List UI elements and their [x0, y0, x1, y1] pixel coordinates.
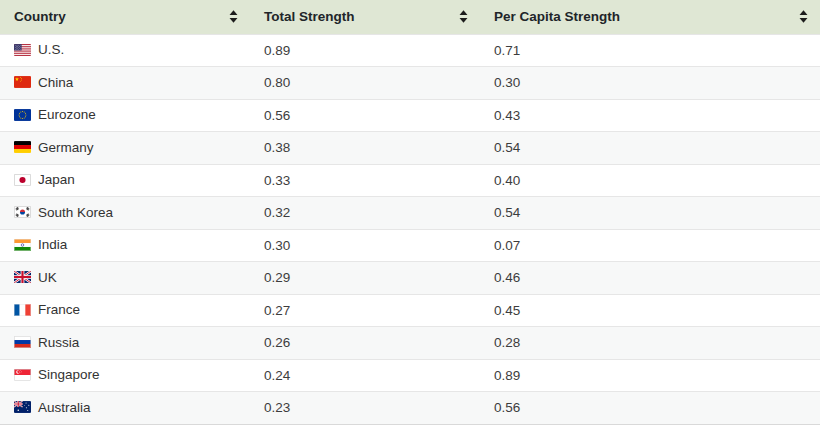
table-row: U.S. 0.890.71 [0, 34, 820, 67]
per-capita-strength-value: 0.71 [480, 34, 820, 67]
country-name: U.S. [38, 42, 64, 57]
gb-flag-icon [14, 271, 31, 283]
per-capita-strength-value: 0.54 [480, 132, 820, 165]
kr-flag-icon [14, 206, 31, 218]
column-label-country: Country [14, 9, 66, 24]
table-row: UK 0.290.46 [0, 262, 820, 295]
per-capita-strength-value: 0.30 [480, 67, 820, 100]
total-strength-value: 0.29 [250, 262, 480, 295]
total-strength-value: 0.80 [250, 67, 480, 100]
country-cell: Japan [0, 164, 250, 197]
au-flag-icon [14, 401, 31, 413]
total-strength-value: 0.26 [250, 327, 480, 360]
table-header-row: Country Total Strength Per Capita Streng… [0, 0, 820, 34]
us-flag-icon [14, 44, 31, 56]
country-name: Singapore [38, 367, 100, 382]
sort-both-icon[interactable] [799, 10, 808, 23]
column-header-total-strength[interactable]: Total Strength [250, 0, 480, 34]
country-cell: South Korea [0, 197, 250, 230]
per-capita-strength-value: 0.43 [480, 99, 820, 132]
jp-flag-icon [14, 174, 31, 186]
per-capita-strength-value: 0.89 [480, 359, 820, 392]
table-row: South Korea 0.320.54 [0, 197, 820, 230]
column-label-per-capita-strength: Per Capita Strength [494, 9, 620, 24]
country-name: Germany [38, 140, 94, 155]
country-name: UK [38, 270, 57, 285]
table-body: U.S.0.890.71China0.800.30Eurozone0.560.4… [0, 34, 820, 424]
total-strength-value: 0.89 [250, 34, 480, 67]
per-capita-strength-value: 0.56 [480, 392, 820, 425]
country-name: Japan [38, 172, 75, 187]
country-cell: India [0, 229, 250, 262]
table-row: Japan 0.330.40 [0, 164, 820, 197]
de-flag-icon [14, 141, 31, 153]
total-strength-value: 0.24 [250, 359, 480, 392]
fr-flag-icon [14, 304, 31, 316]
country-name: France [38, 302, 80, 317]
per-capita-strength-value: 0.45 [480, 294, 820, 327]
table-row: Singapore 0.240.89 [0, 359, 820, 392]
total-strength-value: 0.23 [250, 392, 480, 425]
country-name: South Korea [38, 205, 113, 220]
country-cell: Singapore [0, 359, 250, 392]
per-capita-strength-value: 0.46 [480, 262, 820, 295]
column-header-per-capita-strength[interactable]: Per Capita Strength [480, 0, 820, 34]
table-row: India 0.300.07 [0, 229, 820, 262]
country-strength-table: Country Total Strength Per Capita Streng… [0, 0, 820, 425]
country-name: Eurozone [38, 107, 96, 122]
country-name: Australia [38, 400, 91, 415]
table-row: Russia 0.260.28 [0, 327, 820, 360]
sg-flag-icon [14, 369, 31, 381]
table-row: China 0.800.30 [0, 67, 820, 100]
country-cell: China [0, 67, 250, 100]
sort-both-icon[interactable] [459, 10, 468, 23]
ru-flag-icon [14, 336, 31, 348]
country-name: India [38, 237, 67, 252]
country-cell: Russia [0, 327, 250, 360]
column-header-country[interactable]: Country [0, 0, 250, 34]
total-strength-value: 0.30 [250, 229, 480, 262]
table-row: Australia 0.230.56 [0, 392, 820, 425]
sort-both-icon[interactable] [229, 10, 238, 23]
total-strength-value: 0.27 [250, 294, 480, 327]
column-label-total-strength: Total Strength [264, 9, 355, 24]
in-flag-icon [14, 239, 31, 251]
total-strength-value: 0.38 [250, 132, 480, 165]
table-row: Germany 0.380.54 [0, 132, 820, 165]
country-cell: UK [0, 262, 250, 295]
country-cell: U.S. [0, 34, 250, 67]
per-capita-strength-value: 0.40 [480, 164, 820, 197]
per-capita-strength-value: 0.07 [480, 229, 820, 262]
country-name: China [38, 75, 73, 90]
country-cell: Eurozone [0, 99, 250, 132]
table-row: Eurozone 0.560.43 [0, 99, 820, 132]
country-cell: Germany [0, 132, 250, 165]
country-cell: France [0, 294, 250, 327]
cn-flag-icon [14, 76, 31, 88]
total-strength-value: 0.33 [250, 164, 480, 197]
country-name: Russia [38, 335, 79, 350]
per-capita-strength-value: 0.54 [480, 197, 820, 230]
table-row: France 0.270.45 [0, 294, 820, 327]
total-strength-value: 0.32 [250, 197, 480, 230]
total-strength-value: 0.56 [250, 99, 480, 132]
per-capita-strength-value: 0.28 [480, 327, 820, 360]
eu-flag-icon [14, 109, 31, 121]
country-cell: Australia [0, 392, 250, 425]
